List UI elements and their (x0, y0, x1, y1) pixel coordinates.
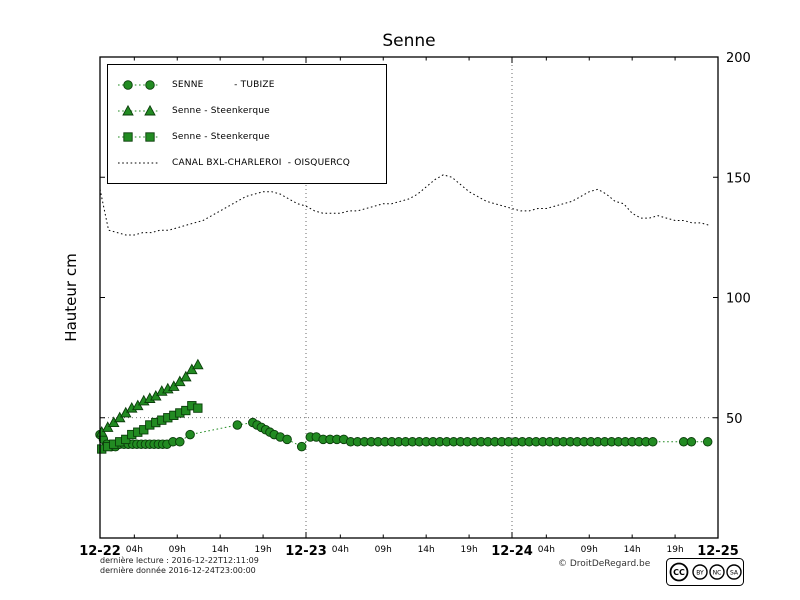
last-data-text: dernière donnée 2016-12-24T23:00:00 (100, 566, 256, 575)
series-circle (95, 417, 713, 452)
legend-label: Senne - Steenkerque (172, 106, 270, 116)
legend-marker-triangle (118, 104, 160, 116)
svg-text:12-25: 12-25 (697, 544, 739, 559)
series (95, 174, 713, 454)
svg-text:19h: 19h (461, 545, 478, 555)
cc-sa-text: SA (730, 570, 739, 577)
chart-legend: SENNE - TUBIZE Senne - Steenkerque Senne -… (107, 64, 387, 184)
cc-nc-text: NC (713, 570, 722, 577)
svg-text:04h: 04h (126, 545, 143, 555)
svg-text:12-24: 12-24 (491, 544, 533, 559)
svg-text:150: 150 (726, 171, 751, 186)
svg-text:04h: 04h (332, 545, 349, 555)
copyright-text: © DroitDeRegard.be (558, 559, 651, 569)
axis-ticks-and-labels: 12-22 12-23 12-24 12-25 04h 09h 14h 19h 04h 09h 14… (79, 51, 751, 559)
svg-text:14h: 14h (624, 545, 641, 555)
cc-badge-border (666, 558, 744, 586)
svg-text:12-23: 12-23 (285, 544, 327, 559)
svg-text:09h: 09h (169, 545, 186, 555)
svg-text:19h: 19h (255, 545, 272, 555)
legend-entry-3: CANAL BXL-CHARLEROI - OISQUERCQ (116, 152, 378, 174)
svg-text:12-22: 12-22 (79, 544, 121, 559)
svg-text:50: 50 (726, 412, 743, 427)
legend-marker-line (118, 162, 160, 164)
cc-nc-icon (709, 564, 725, 580)
chart-title: Senne (382, 31, 436, 51)
legend-entry-2: Senne - Steenkerque (116, 126, 378, 148)
legend-marker-square (118, 132, 160, 142)
cc-by-text: BY (696, 570, 704, 577)
legend-marker-circle (118, 80, 160, 90)
svg-text:100: 100 (726, 292, 751, 307)
cc-by-icon (692, 564, 708, 580)
legend-entry-1: Senne - Steenkerque (116, 100, 378, 122)
svg-text:14h: 14h (418, 545, 435, 555)
last-reading-text: dernière lecture : 2016-12-22T12:11:09 (100, 556, 259, 565)
y-axis-label: Hauteur cm (62, 253, 80, 341)
svg-text:19h: 19h (667, 545, 684, 555)
series-square (97, 401, 203, 454)
svg-text:04h: 04h (538, 545, 555, 555)
cc-logo-icon (669, 562, 689, 582)
svg-text:200: 200 (726, 51, 751, 66)
cc-logo-text: CC (673, 568, 685, 577)
legend-entry-0: SENNE - TUBIZE (116, 74, 378, 96)
svg-text:09h: 09h (581, 545, 598, 555)
svg-text:09h: 09h (375, 545, 392, 555)
svg-text:14h: 14h (212, 545, 229, 555)
legend-label: Senne - Steenkerque (172, 132, 270, 142)
series-triangle (95, 358, 204, 437)
legend-label: SENNE - TUBIZE (172, 80, 275, 90)
cc-sa-icon (726, 564, 742, 580)
legend-label: CANAL BXL-CHARLEROI - OISQUERCQ (172, 158, 351, 168)
series-canal-line (99, 174, 710, 236)
cc-license-badge[interactable]: CC BY NC SA (666, 558, 744, 586)
